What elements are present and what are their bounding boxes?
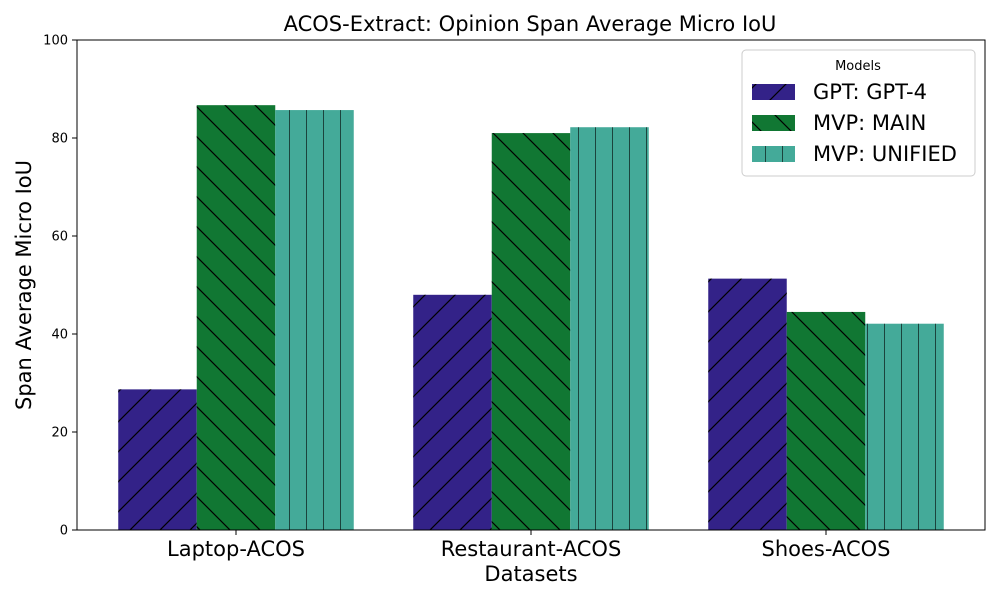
- legend-entry-mvp-main: MVP: MAIN: [752, 111, 926, 135]
- legend-title: Models: [835, 59, 881, 74]
- y-tick-label: 100: [43, 34, 68, 49]
- bar-gpt-gpt-4-laptop-acos: [118, 389, 197, 530]
- bars-layer: [118, 105, 944, 531]
- bar-mvp-main-restaurant-acos: [491, 133, 571, 530]
- legend-swatch: [752, 115, 795, 131]
- legend-frame: [741, 49, 976, 177]
- bar-gpt-gpt-4-shoes-acos: [708, 278, 787, 530]
- x-axis: Laptop-ACOS Restaurant-ACOS Shoes-ACOS: [167, 530, 890, 561]
- bar-mvp-unified-restaurant-acos: [570, 127, 649, 530]
- y-tick-label: 80: [51, 132, 68, 147]
- x-tick-label-laptop-acos: Laptop-ACOS: [167, 537, 305, 561]
- bar-mvp-main-laptop-acos: [196, 105, 276, 531]
- x-axis-label: Datasets: [484, 562, 577, 586]
- y-tick-label: 20: [51, 426, 68, 441]
- bar-mvp-unified-shoes-acos: [865, 323, 944, 530]
- x-tick-label-shoes-acos: Shoes-ACOS: [762, 537, 891, 561]
- chart-title: ACOS-Extract: Opinion Span Average Micro…: [284, 12, 777, 36]
- bar-mvp-unified-laptop-acos: [275, 110, 354, 530]
- legend-swatch: [752, 84, 795, 100]
- y-tick-label: 60: [51, 230, 68, 245]
- legend-label: GPT: GPT-4: [813, 80, 927, 104]
- x-tick-label-restaurant-acos: Restaurant-ACOS: [441, 537, 622, 561]
- y-tick-label: 0: [60, 524, 68, 539]
- legend-entry-gpt-gpt-4: GPT: GPT-4: [752, 80, 927, 104]
- legend-label: MVP: MAIN: [813, 111, 926, 135]
- y-axis-label: Span Average Micro IoU: [12, 160, 36, 410]
- legend-entry-mvp-unified: MVP: UNIFIED: [752, 142, 957, 166]
- bar-gpt-gpt-4-restaurant-acos: [413, 294, 492, 530]
- y-tick-label: 40: [51, 328, 68, 343]
- legend-swatch: [752, 146, 795, 162]
- legend-entries: GPT: GPT-4 MVP: MAIN MVP: UNIFIED: [752, 80, 957, 166]
- legend-label: MVP: UNIFIED: [813, 142, 957, 166]
- bar-mvp-main-shoes-acos: [786, 311, 866, 530]
- y-axis: 0 20 40 60 80 100: [43, 34, 77, 539]
- legend: Models GPT: GPT-4 MVP: MAIN MVP: UNIFIED: [741, 49, 976, 177]
